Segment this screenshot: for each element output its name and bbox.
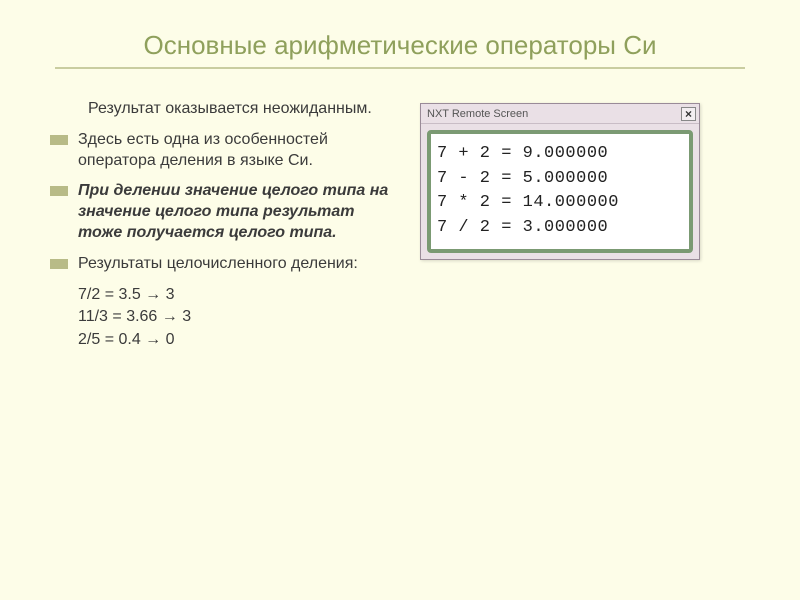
square-bullet-icon <box>50 186 68 196</box>
bullet-3: Результаты целочисленного деления: <box>50 254 390 275</box>
div-example-1: 7/2 = 3.5 → 3 <box>78 285 390 306</box>
intro-paragraph: Результат оказывается неожиданным. <box>88 99 390 120</box>
bullet-3-text: Результаты целочисленного деления: <box>78 254 390 275</box>
output-line-4: 7 / 2 = 3.000000 <box>437 216 683 241</box>
nxt-remote-window: NXT Remote Screen × 7 + 2 = 9.000000 7 -… <box>420 103 700 260</box>
div-example-2: 11/3 = 3.66 → 3 <box>78 307 390 328</box>
bullet-1-text: Здесь есть одна из особенностей оператор… <box>78 130 390 172</box>
text-column: Результат оказывается неожиданным. Здесь… <box>50 99 390 353</box>
title-underline <box>55 67 745 69</box>
output-line-2: 7 - 2 = 5.000000 <box>437 167 683 192</box>
bullet-1: Здесь есть одна из особенностей оператор… <box>50 130 390 172</box>
bullet-2: При делении значение целого типа на знач… <box>50 181 390 243</box>
window-titlebar: NXT Remote Screen × <box>421 104 699 124</box>
window-body: 7 + 2 = 9.000000 7 - 2 = 5.000000 7 * 2 … <box>427 130 693 253</box>
square-bullet-icon <box>50 135 68 145</box>
window-title-text: NXT Remote Screen <box>427 108 528 120</box>
slide: Основные арифметические операторы Си Рез… <box>0 0 800 600</box>
square-bullet-icon <box>50 259 68 269</box>
content-row: Результат оказывается неожиданным. Здесь… <box>50 99 750 353</box>
screenshot-column: NXT Remote Screen × 7 + 2 = 9.000000 7 -… <box>420 99 750 353</box>
output-line-3: 7 * 2 = 14.000000 <box>437 191 683 216</box>
close-icon[interactable]: × <box>681 107 696 121</box>
division-examples: 7/2 = 3.5 → 3 11/3 = 3.66 → 3 2/5 = 0.4 … <box>78 285 390 351</box>
output-line-1: 7 + 2 = 9.000000 <box>437 142 683 167</box>
div-example-3: 2/5 = 0.4 → 0 <box>78 330 390 351</box>
slide-title: Основные арифметические операторы Си <box>50 30 750 61</box>
bullet-2-text: При делении значение целого типа на знач… <box>78 181 390 243</box>
